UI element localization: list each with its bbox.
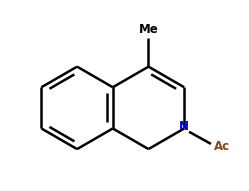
Text: Ac: Ac (214, 140, 230, 153)
Text: Me: Me (139, 23, 158, 36)
Text: N: N (179, 120, 189, 133)
